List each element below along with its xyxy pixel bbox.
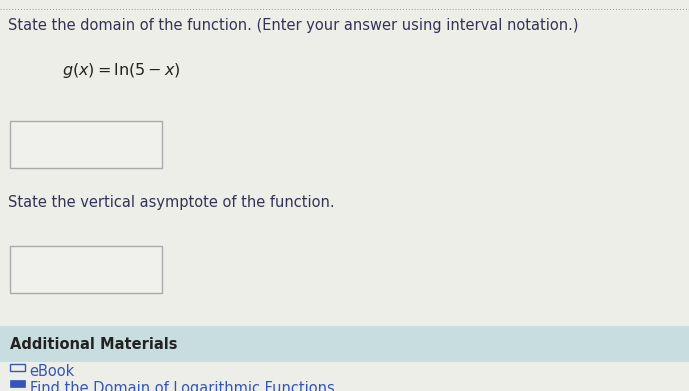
Text: $g(x) = \mathrm{ln}(5 - x)$: $g(x) = \mathrm{ln}(5 - x)$ xyxy=(62,61,181,80)
FancyBboxPatch shape xyxy=(10,121,162,168)
Text: Find the Domain of Logarithmic Functions: Find the Domain of Logarithmic Functions xyxy=(30,381,334,391)
Text: eBook: eBook xyxy=(30,364,75,379)
Text: State the domain of the function. (Enter your answer using interval notation.): State the domain of the function. (Enter… xyxy=(8,18,579,32)
FancyBboxPatch shape xyxy=(10,246,162,293)
FancyBboxPatch shape xyxy=(10,380,25,387)
FancyBboxPatch shape xyxy=(0,326,689,362)
Text: Additional Materials: Additional Materials xyxy=(10,337,178,352)
Text: State the vertical asymptote of the function.: State the vertical asymptote of the func… xyxy=(8,196,335,210)
